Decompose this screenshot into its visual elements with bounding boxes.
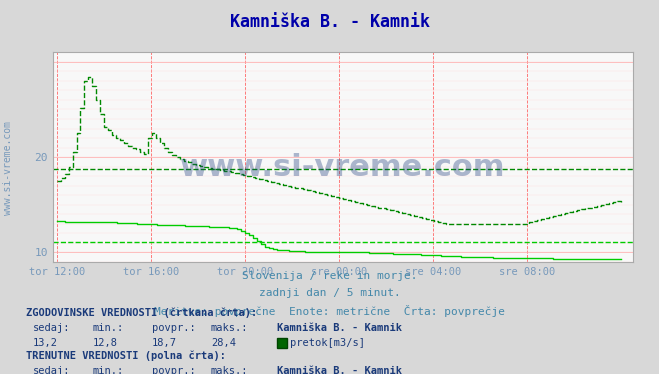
Text: Meritve: povprečne  Enote: metrične  Črta: povprečje: Meritve: povprečne Enote: metrične Črta:… bbox=[154, 305, 505, 317]
Text: Slovenija / reke in morje.: Slovenija / reke in morje. bbox=[242, 271, 417, 281]
Text: www.si-vreme.com: www.si-vreme.com bbox=[3, 121, 13, 215]
Text: 12,8: 12,8 bbox=[92, 338, 117, 348]
Text: maks.:: maks.: bbox=[211, 323, 248, 333]
Text: min.:: min.: bbox=[92, 366, 123, 374]
Text: Kamniška B. - Kamnik: Kamniška B. - Kamnik bbox=[277, 366, 402, 374]
Text: povpr.:: povpr.: bbox=[152, 366, 195, 374]
Text: 28,4: 28,4 bbox=[211, 338, 236, 348]
Text: Kamniška B. - Kamnik: Kamniška B. - Kamnik bbox=[277, 323, 402, 333]
Text: pretok[m3/s]: pretok[m3/s] bbox=[290, 338, 365, 348]
Text: Kamniška B. - Kamnik: Kamniška B. - Kamnik bbox=[229, 13, 430, 31]
Text: 13,2: 13,2 bbox=[33, 338, 58, 348]
Text: www.si-vreme.com: www.si-vreme.com bbox=[180, 153, 505, 182]
Text: maks.:: maks.: bbox=[211, 366, 248, 374]
Text: sedaj:: sedaj: bbox=[33, 323, 71, 333]
Text: zadnji dan / 5 minut.: zadnji dan / 5 minut. bbox=[258, 288, 401, 298]
Text: ZGODOVINSKE VREDNOSTI (črtkana črta):: ZGODOVINSKE VREDNOSTI (črtkana črta): bbox=[26, 307, 258, 318]
Text: 18,7: 18,7 bbox=[152, 338, 177, 348]
Text: min.:: min.: bbox=[92, 323, 123, 333]
Text: povpr.:: povpr.: bbox=[152, 323, 195, 333]
Text: TRENUTNE VREDNOSTI (polna črta):: TRENUTNE VREDNOSTI (polna črta): bbox=[26, 350, 226, 361]
Text: sedaj:: sedaj: bbox=[33, 366, 71, 374]
